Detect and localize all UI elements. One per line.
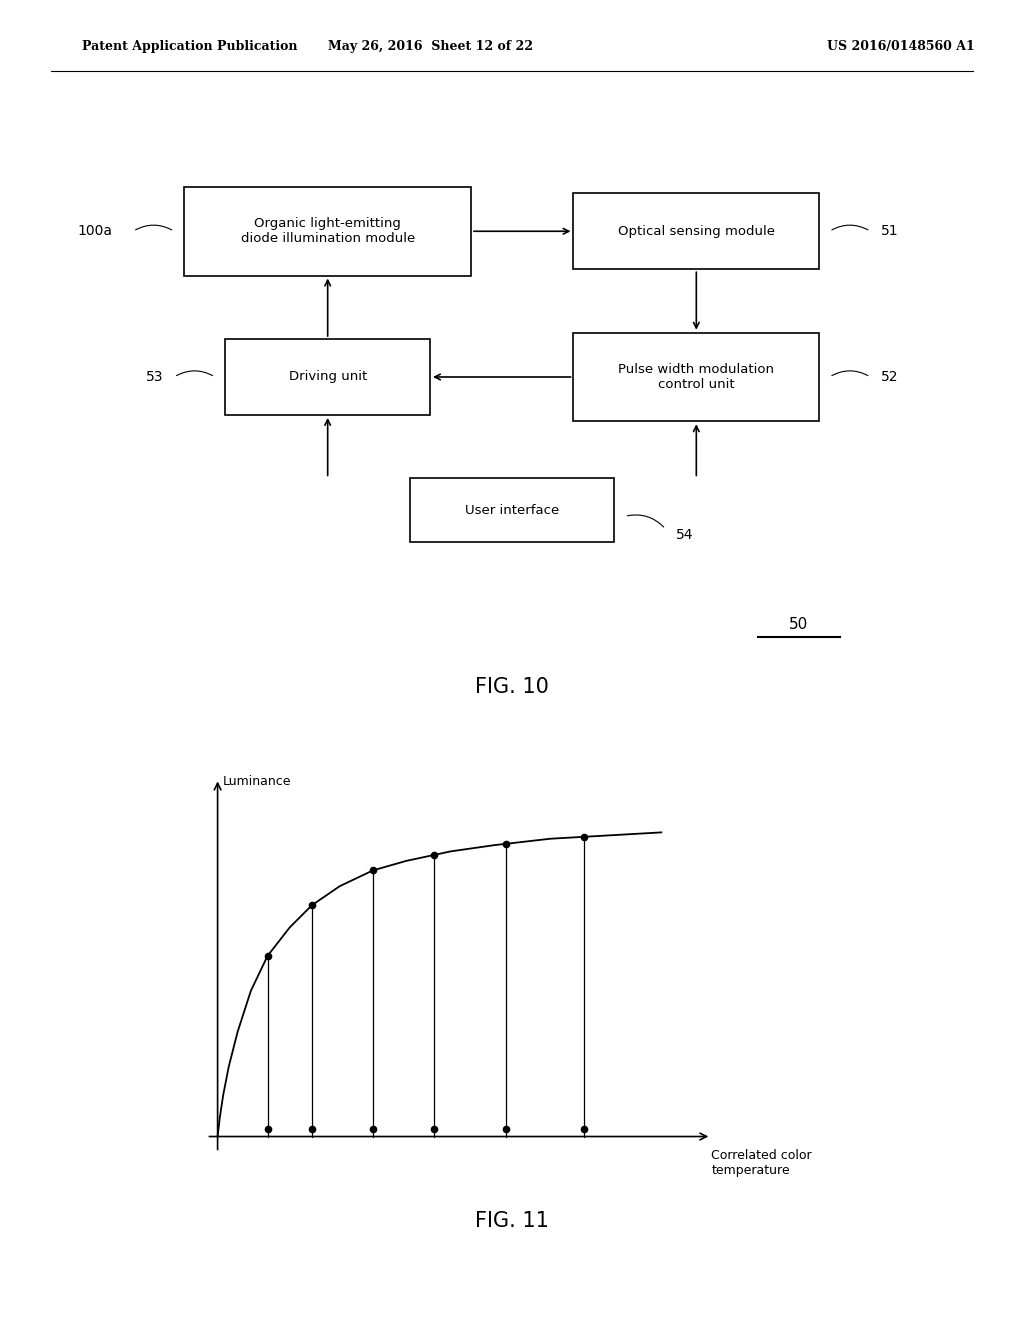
Text: 100a: 100a (78, 224, 113, 239)
Text: May 26, 2016  Sheet 12 of 22: May 26, 2016 Sheet 12 of 22 (328, 40, 532, 53)
Text: User interface: User interface (465, 503, 559, 516)
Text: Patent Application Publication: Patent Application Publication (82, 40, 297, 53)
Text: Optical sensing module: Optical sensing module (617, 224, 775, 238)
Text: Correlated color
temperature: Correlated color temperature (712, 1150, 812, 1177)
Bar (184, 187, 471, 276)
Bar (225, 339, 430, 414)
Text: 53: 53 (146, 370, 164, 384)
Bar (410, 478, 614, 541)
Text: Pulse width modulation
control unit: Pulse width modulation control unit (618, 363, 774, 391)
Text: FIG. 11: FIG. 11 (475, 1210, 549, 1232)
Text: US 2016/0148560 A1: US 2016/0148560 A1 (827, 40, 975, 53)
Text: FIG. 10: FIG. 10 (475, 677, 549, 697)
Text: Driving unit: Driving unit (289, 371, 367, 384)
Text: 51: 51 (881, 224, 898, 239)
Text: 54: 54 (676, 528, 693, 543)
Text: Organic light-emitting
diode illumination module: Organic light-emitting diode illuminatio… (241, 218, 415, 246)
Text: 50: 50 (790, 616, 808, 631)
Text: Luminance: Luminance (223, 775, 292, 788)
Bar (573, 333, 819, 421)
Bar (573, 193, 819, 269)
Text: 52: 52 (881, 370, 898, 384)
